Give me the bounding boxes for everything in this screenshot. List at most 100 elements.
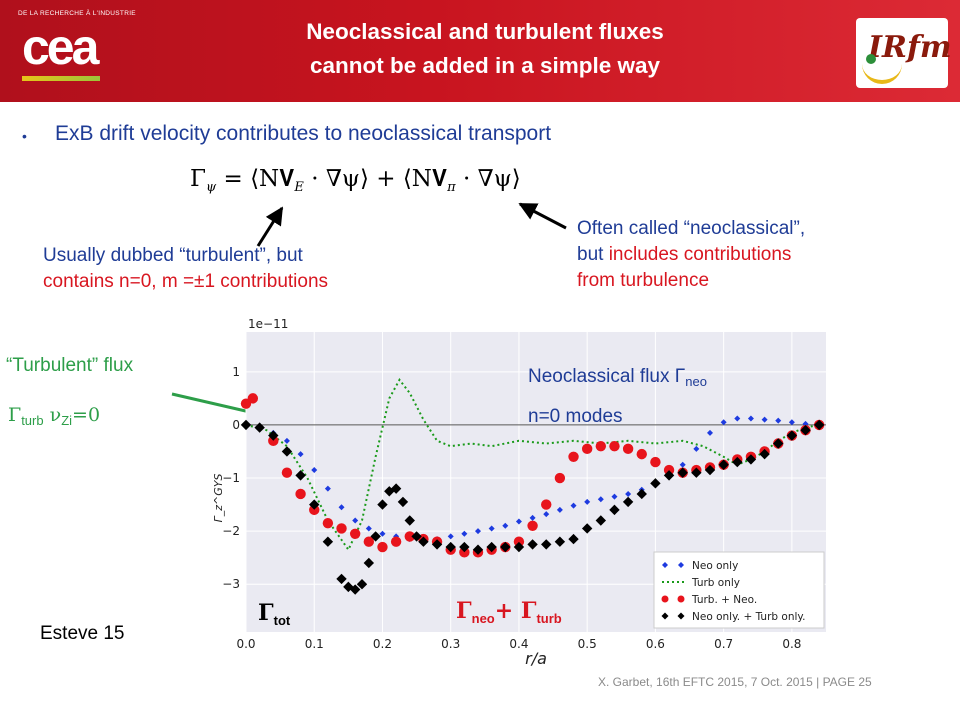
data-point <box>500 541 511 553</box>
data-point <box>650 456 661 468</box>
legend-label: Turb only <box>691 577 740 589</box>
data-point <box>297 451 304 458</box>
data-point <box>720 419 727 426</box>
data-point <box>527 520 538 532</box>
data-point <box>336 573 347 585</box>
data-point <box>349 584 361 595</box>
annotation-left-line2: contains n=0, m =±1 contributions <box>43 271 329 292</box>
data-point <box>513 541 525 553</box>
y-axis-label: Γ_z^GYS <box>212 474 225 523</box>
data-point <box>379 530 386 537</box>
cea-logo-word: cea <box>22 19 99 75</box>
turb-nu-val: =0 <box>72 404 101 426</box>
data-point <box>322 536 334 547</box>
data-point <box>704 464 716 476</box>
data-point <box>488 525 495 532</box>
data-point <box>356 579 368 590</box>
axis-ticks: 0.0 0.1 0.2 0.3 0.4 0.5 0.6 0.7 0.8 −3 −2 −1 0 1 <box>222 365 801 651</box>
cea-logo-bar <box>22 76 100 81</box>
data-point <box>732 456 743 468</box>
legend-swatch <box>661 595 669 603</box>
annotation-right-line1: Often called “neoclassical”, <box>577 218 806 239</box>
data-point <box>693 445 700 452</box>
eq-term2-rest: · ∇ψ⟩ <box>455 166 521 192</box>
y-tick-label: 0 <box>232 418 240 432</box>
data-point <box>636 488 647 500</box>
data-point <box>800 425 811 436</box>
turb-nu-sub: Zi <box>61 413 73 428</box>
legend-swatch <box>678 562 684 568</box>
header-banner: DE LA RECHERCHE À L'INDUSTRIE cea Neocla… <box>0 0 960 102</box>
data-point <box>527 539 538 550</box>
data-point <box>609 504 620 516</box>
data-point <box>584 498 591 505</box>
data-point <box>311 467 318 474</box>
irfm-logo-swirl <box>862 64 902 84</box>
data-point <box>663 470 675 481</box>
data-point <box>597 496 604 503</box>
turb-gamma-sub: turb <box>21 413 44 428</box>
data-point <box>581 443 593 455</box>
data-point <box>363 557 375 569</box>
irfm-logo-dot <box>866 54 876 64</box>
x-tick-label: 0.7 <box>714 637 733 651</box>
data-point <box>515 518 522 525</box>
eq-lhs-sub: ψ <box>205 180 217 195</box>
series-layer <box>240 377 825 595</box>
annotation-left-line1: Usually dubbed “turbulent”, but <box>43 245 303 266</box>
x-tick-label: 0.8 <box>782 637 801 651</box>
data-point <box>611 493 618 500</box>
data-point <box>556 506 563 513</box>
y-tick-label: 1 <box>232 365 240 379</box>
data-point <box>677 467 688 478</box>
slide-title-line1: Neoclassical and turbulent fluxes <box>306 19 664 44</box>
data-point <box>336 523 347 534</box>
data-point <box>650 478 661 489</box>
irfm-logo-word: IRfm <box>868 30 952 65</box>
data-point <box>404 531 415 542</box>
data-point <box>718 459 729 470</box>
legend-label: Neo only <box>692 560 738 572</box>
annotation-turbulent: Usually dubbed “turbulent”, but contains… <box>43 243 328 295</box>
data-point <box>445 541 456 553</box>
data-point <box>475 528 481 535</box>
data-point <box>745 454 757 465</box>
eq-term1-sub: E <box>294 180 304 195</box>
data-point <box>459 541 470 553</box>
data-point <box>363 536 375 547</box>
data-point <box>365 525 372 532</box>
neo-flux-label: Neoclassical flux Γneo <box>528 366 707 389</box>
data-point <box>431 539 443 550</box>
data-point <box>622 496 634 508</box>
data-point <box>309 504 320 516</box>
x-tick-label: 0.4 <box>509 637 528 651</box>
data-point <box>636 448 647 460</box>
data-point <box>352 517 359 524</box>
legend-swatch <box>661 612 669 620</box>
turb-symbol-label: Γturb νZi=0 <box>8 404 100 428</box>
flux-equation: Γψ = ⟨N𝐕E · ∇ψ⟩ + ⟨N𝐕π · ∇ψ⟩ <box>190 166 521 195</box>
turb-flux-label: “Turbulent” flux <box>6 355 134 376</box>
data-point <box>663 464 675 476</box>
data-point <box>813 419 825 431</box>
y-tick-label: −2 <box>222 524 240 538</box>
data-point <box>513 536 525 547</box>
gamma-tot-symbol: Γ <box>258 600 274 626</box>
data-point <box>390 483 402 494</box>
footer: X. Garbet, 16th EFTC 2015, 7 Oct. 2015 |… <box>598 675 872 689</box>
gamma-tot-label: Γtot <box>258 600 290 628</box>
data-point <box>788 419 795 426</box>
data-point <box>268 430 279 441</box>
data-point <box>343 581 354 593</box>
annotation-right-line2b: includes contributions <box>608 244 792 265</box>
data-point <box>679 461 686 468</box>
neo-flux-text: Neoclassical flux Γ <box>528 366 686 387</box>
data-point <box>775 417 782 424</box>
data-point <box>268 435 279 447</box>
data-point <box>240 419 252 431</box>
data-point <box>254 422 265 433</box>
data-point <box>447 533 454 540</box>
data-point <box>377 499 388 510</box>
data-point <box>404 515 415 526</box>
